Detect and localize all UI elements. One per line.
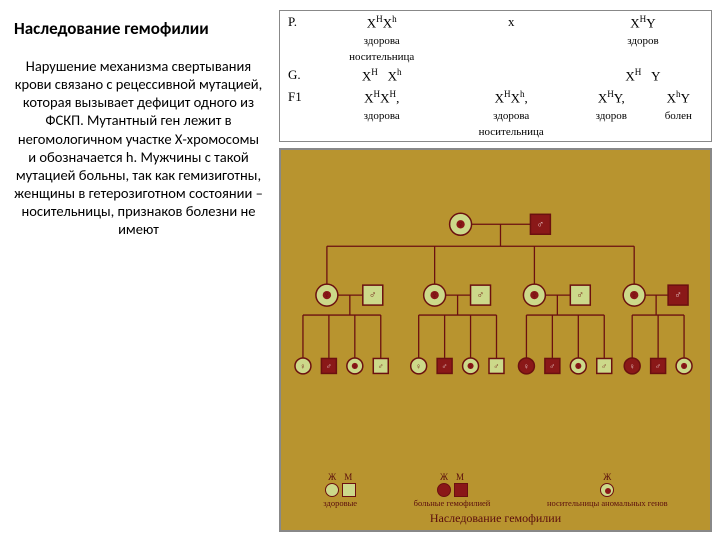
legend: ЖМ здоровые ЖМ больные гемофилией Ж носи… xyxy=(281,472,710,508)
svg-text:♀: ♀ xyxy=(323,290,330,301)
f1-2-ph1: здорова xyxy=(447,109,574,123)
svg-text:♂: ♂ xyxy=(537,219,544,230)
svg-text:♀: ♀ xyxy=(629,362,635,371)
gametes-m: XH Xh xyxy=(318,66,445,85)
svg-text:♀: ♀ xyxy=(431,290,438,301)
f1-4-gt: XhY xyxy=(648,88,709,107)
svg-text:♂: ♂ xyxy=(674,290,681,301)
f1-label: F1 xyxy=(282,88,316,107)
f1-3-gt: XHY, xyxy=(577,88,646,107)
legend-carrier: Ж носительницы аномальных генов xyxy=(547,472,668,508)
svg-text:♀: ♀ xyxy=(575,362,581,371)
svg-text:♀: ♀ xyxy=(457,219,464,230)
body-text: Нарушение механизма свертывания крови св… xyxy=(14,57,263,238)
g-label: G. xyxy=(282,66,316,85)
gametes-f: XH Y xyxy=(577,66,709,85)
f1-1-ph: здорова xyxy=(318,109,445,123)
svg-text:♂: ♂ xyxy=(494,362,500,371)
pedigree-caption: Наследование гемофилии xyxy=(281,511,710,526)
slide: Наследование гемофилии Нарушение механиз… xyxy=(0,0,720,540)
svg-text:♀: ♀ xyxy=(416,362,422,371)
pedigree-diagram: ♀ ♂ ♀ ♂ ♀ ♂ ♀ ♂ ♀ ♂ ♀ ♂ ♀ ♂ ♀ ♂ ♀ ♂ ♀ ♂ ♀ ♂ ♀ ♂ ♀ ЖМ здоровые ЖМ… xyxy=(279,148,712,532)
svg-text:♀: ♀ xyxy=(300,362,306,371)
svg-text:♂: ♂ xyxy=(326,362,332,371)
cross-table: P. XHXh x XHY здорова здоров носительниц… xyxy=(279,10,712,142)
f1-3-ph: здоров xyxy=(577,109,646,123)
svg-text:♀: ♀ xyxy=(630,290,637,301)
mother-ph1: здорова xyxy=(318,34,445,48)
right-panel: P. XHXh x XHY здорова здоров носительниц… xyxy=(275,0,720,540)
f1-2-gt: XHXh, xyxy=(447,88,574,107)
svg-text:♂: ♂ xyxy=(369,290,376,301)
svg-text:♀: ♀ xyxy=(681,362,687,371)
svg-text:♀: ♀ xyxy=(468,362,474,371)
mother-ph2: носительница xyxy=(318,50,445,64)
x-sym: x xyxy=(447,13,574,32)
svg-text:♂: ♂ xyxy=(601,362,607,371)
mother-gt: XHXh xyxy=(318,13,445,32)
f1-1-gt: XHXH, xyxy=(318,88,445,107)
f1-2-ph2: носительница xyxy=(447,125,574,139)
legend-healthy: ЖМ здоровые xyxy=(323,472,357,508)
svg-text:♀: ♀ xyxy=(531,290,538,301)
father-gt: XHY xyxy=(577,13,709,32)
svg-text:♂: ♂ xyxy=(577,290,584,301)
title: Наследование гемофилии xyxy=(14,18,263,39)
legend-affected: ЖМ больные гемофилией xyxy=(414,472,491,508)
p-label: P. xyxy=(282,13,316,32)
svg-text:♂: ♂ xyxy=(477,290,484,301)
svg-text:♂: ♂ xyxy=(655,362,661,371)
svg-text:♀: ♀ xyxy=(523,362,529,371)
svg-text:♂: ♂ xyxy=(378,362,384,371)
svg-text:♂: ♂ xyxy=(549,362,555,371)
f1-4-ph: болен xyxy=(648,109,709,123)
svg-text:♀: ♀ xyxy=(352,362,358,371)
left-panel: Наследование гемофилии Нарушение механиз… xyxy=(0,0,275,540)
father-ph: здоров xyxy=(577,34,709,48)
svg-text:♂: ♂ xyxy=(442,362,448,371)
